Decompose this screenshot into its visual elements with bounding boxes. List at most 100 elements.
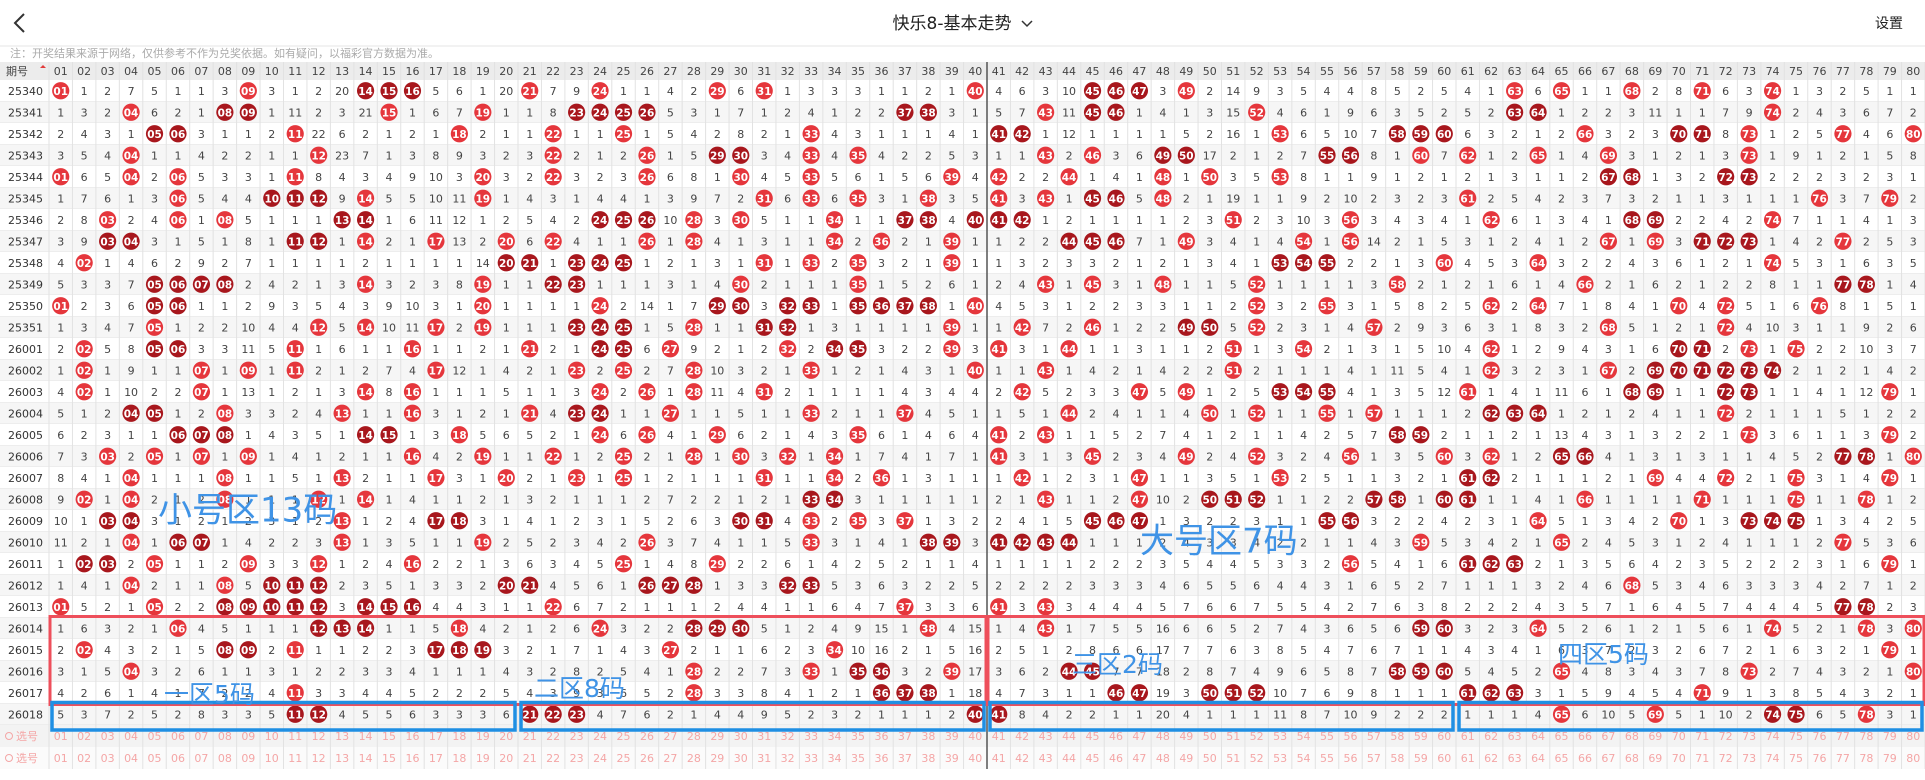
miss-count: 3 <box>573 536 580 549</box>
miss-count: 1 <box>1628 601 1635 614</box>
miss-count: 4 <box>1042 708 1049 721</box>
drawn-ball <box>1435 125 1453 143</box>
miss-count: 3 <box>292 558 299 571</box>
drawn-number: 46 <box>1109 688 1124 700</box>
drawn-number: 59 <box>1414 430 1429 442</box>
drawn-number: 38 <box>921 623 936 635</box>
footer-number: 14 <box>359 730 373 743</box>
miss-count: 3 <box>151 665 158 678</box>
miss-count: 3 <box>1019 450 1026 463</box>
miss-count: 3 <box>198 343 205 356</box>
drawn-number: 55 <box>1320 150 1335 162</box>
miss-count: 1 <box>1042 407 1049 420</box>
miss-count: 2 <box>831 687 838 700</box>
miss-count: 1 <box>1136 364 1143 377</box>
settings-button[interactable]: 设置 <box>1875 16 1903 32</box>
miss-count: 1 <box>1277 407 1284 420</box>
miss-count: 1 <box>1253 343 1260 356</box>
drawn-ball <box>52 82 70 100</box>
drawn-number: 60 <box>1414 150 1429 162</box>
miss-count: 7 <box>1230 665 1237 678</box>
miss-count: 5 <box>1441 85 1448 98</box>
drawn-ball <box>1177 232 1195 250</box>
miss-count: 3 <box>1300 321 1307 334</box>
drawn-ball <box>474 318 492 336</box>
page-title[interactable]: 快乐8-基本走势 <box>893 14 1012 34</box>
miss-count: 10 <box>1297 214 1311 227</box>
miss-count: 6 <box>620 429 627 442</box>
miss-count: 2 <box>1675 558 1682 571</box>
miss-count: 5 <box>948 644 955 657</box>
miss-count: 5 <box>1511 665 1518 678</box>
drawn-ball <box>544 232 562 250</box>
miss-count: 2 <box>1183 665 1190 678</box>
drawn-number: 03 <box>100 559 115 571</box>
footer-number: 50 <box>1203 730 1217 743</box>
issue-number: 26003 <box>8 386 43 399</box>
miss-count: 6 <box>1652 601 1659 614</box>
miss-count: 1 <box>1699 278 1706 291</box>
miss-count: 1 <box>1863 364 1870 377</box>
miss-count: 9 <box>198 257 205 270</box>
drawn-number: 71 <box>1695 688 1710 700</box>
miss-count: 1 <box>714 106 721 119</box>
miss-count: 1 <box>925 128 932 141</box>
miss-count: 4 <box>57 386 64 399</box>
miss-count: 7 <box>1722 106 1729 119</box>
miss-count: 3 <box>339 278 346 291</box>
miss-count: 1 <box>1300 364 1307 377</box>
miss-count: 5 <box>526 536 533 549</box>
drawn-ball <box>1318 146 1336 164</box>
miss-count: 22 <box>312 128 326 141</box>
miss-count: 2 <box>784 644 791 657</box>
miss-count: 1 <box>503 106 510 119</box>
miss-count: 19 <box>1226 192 1240 205</box>
miss-count: 5 <box>1699 622 1706 635</box>
miss-count: 8 <box>81 214 88 227</box>
drawn-ball <box>1623 168 1641 186</box>
miss-count: 5 <box>948 149 955 162</box>
miss-count: 2 <box>1441 708 1448 721</box>
miss-count: 1 <box>1253 472 1260 485</box>
miss-count: 2 <box>1441 106 1448 119</box>
miss-count: 5 <box>1628 536 1635 549</box>
miss-count: 3 <box>761 579 768 592</box>
drawn-ball <box>1154 189 1172 207</box>
drawn-number: 31 <box>757 473 772 485</box>
miss-count: 2 <box>1464 171 1471 184</box>
back-button[interactable] <box>13 13 25 33</box>
row-bg <box>0 144 1925 166</box>
column-header: 73 <box>1742 65 1756 78</box>
miss-count: 3 <box>1206 257 1213 270</box>
drawn-number: 69 <box>1648 365 1663 377</box>
drawn-number: 16 <box>405 559 420 571</box>
miss-count: 5 <box>386 708 393 721</box>
footer-number: 68 <box>1625 730 1639 743</box>
miss-count: 1 <box>1089 536 1096 549</box>
miss-count: 1 <box>1159 128 1166 141</box>
miss-count: 4 <box>643 665 650 678</box>
footer-number: 76 <box>1812 752 1826 765</box>
miss-count: 3 <box>1886 171 1893 184</box>
footer-number: 53 <box>1273 730 1287 743</box>
miss-count: 10 <box>1343 128 1357 141</box>
footer-number: 09 <box>241 752 255 765</box>
miss-count: 6 <box>1722 622 1729 635</box>
miss-count: 5 <box>479 429 486 442</box>
miss-count: 1 <box>1839 622 1846 635</box>
miss-count: 10 <box>382 321 396 334</box>
miss-count: 1 <box>1675 192 1682 205</box>
miss-count: 4 <box>1816 665 1823 678</box>
miss-count: 1 <box>1183 300 1190 313</box>
miss-count: 6 <box>948 278 955 291</box>
miss-count: 2 <box>1746 472 1753 485</box>
miss-count: 1 <box>315 257 322 270</box>
title-dropdown-icon[interactable] <box>1021 20 1033 28</box>
miss-count: 2 <box>1347 493 1354 506</box>
miss-count: 1 <box>1511 708 1518 721</box>
miss-count: 1 <box>174 85 181 98</box>
column-header: 51 <box>1226 65 1240 78</box>
miss-count: 3 <box>1628 192 1635 205</box>
footer-number: 51 <box>1226 752 1240 765</box>
drawn-number: 39 <box>945 344 960 356</box>
